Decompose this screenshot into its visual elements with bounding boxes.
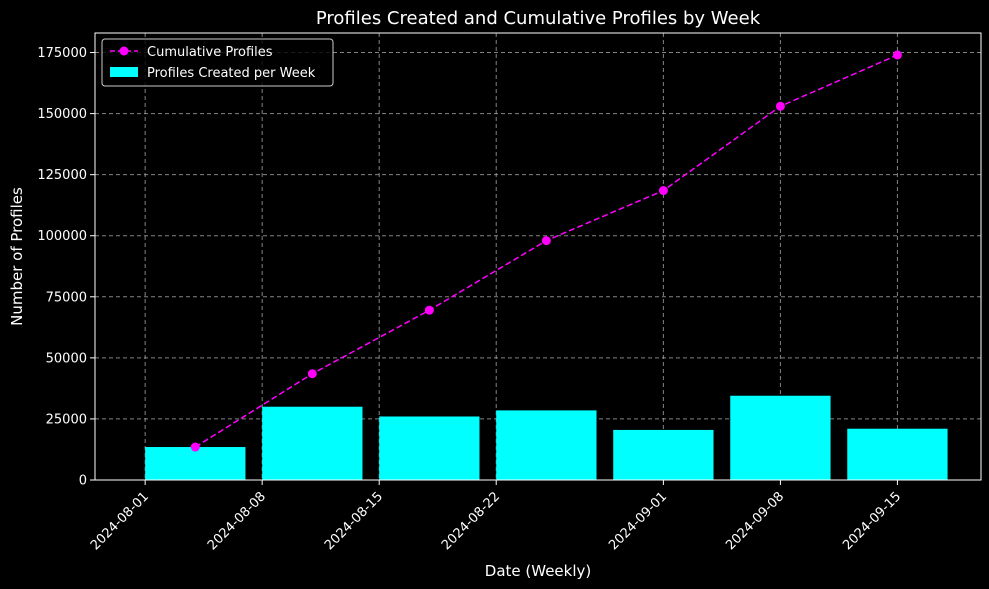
bar — [847, 428, 948, 480]
y-axis: 0 25000 50000 75000 100000 125000 150000 175000 — [37, 46, 95, 489]
cumulative-point — [424, 305, 434, 315]
legend-bar-swatch — [110, 67, 138, 77]
bar — [262, 406, 363, 480]
y-tick-label: 100000 — [37, 229, 87, 244]
cumulative-point — [190, 442, 200, 452]
y-tick-label: 50000 — [46, 351, 87, 366]
y-tick-label: 75000 — [46, 290, 87, 305]
bar — [145, 447, 246, 480]
y-tick-label: 25000 — [46, 412, 87, 427]
y-axis-label: Number of Profiles — [8, 187, 26, 326]
cumulative-point — [658, 186, 668, 196]
cumulative-point — [892, 50, 902, 60]
line-series — [190, 50, 902, 452]
plot-area — [95, 33, 981, 480]
y-tick-label: 150000 — [37, 107, 87, 122]
bar-series — [145, 395, 948, 480]
legend: Cumulative Profiles Profiles Created per… — [101, 38, 334, 87]
chart-title: Profiles Created and Cumulative Profiles… — [316, 8, 761, 29]
y-tick-label: 0 — [79, 474, 87, 489]
legend-label-cumulative: Cumulative Profiles — [147, 45, 273, 60]
legend-frame — [101, 38, 334, 87]
legend-label-weekly: Profiles Created per Week — [147, 66, 316, 81]
bar — [730, 395, 831, 480]
y-tick-label: 175000 — [37, 46, 87, 61]
cumulative-point — [307, 369, 317, 379]
y-tick-label: 125000 — [37, 168, 87, 183]
bar — [613, 429, 714, 480]
cumulative-point — [541, 236, 551, 246]
cumulative-point — [775, 101, 785, 111]
bar — [496, 410, 597, 480]
legend-marker-swatch — [119, 46, 129, 56]
plot-frame — [94, 32, 982, 481]
bar — [379, 416, 480, 480]
x-axis-label: Date (Weekly) — [485, 562, 591, 580]
